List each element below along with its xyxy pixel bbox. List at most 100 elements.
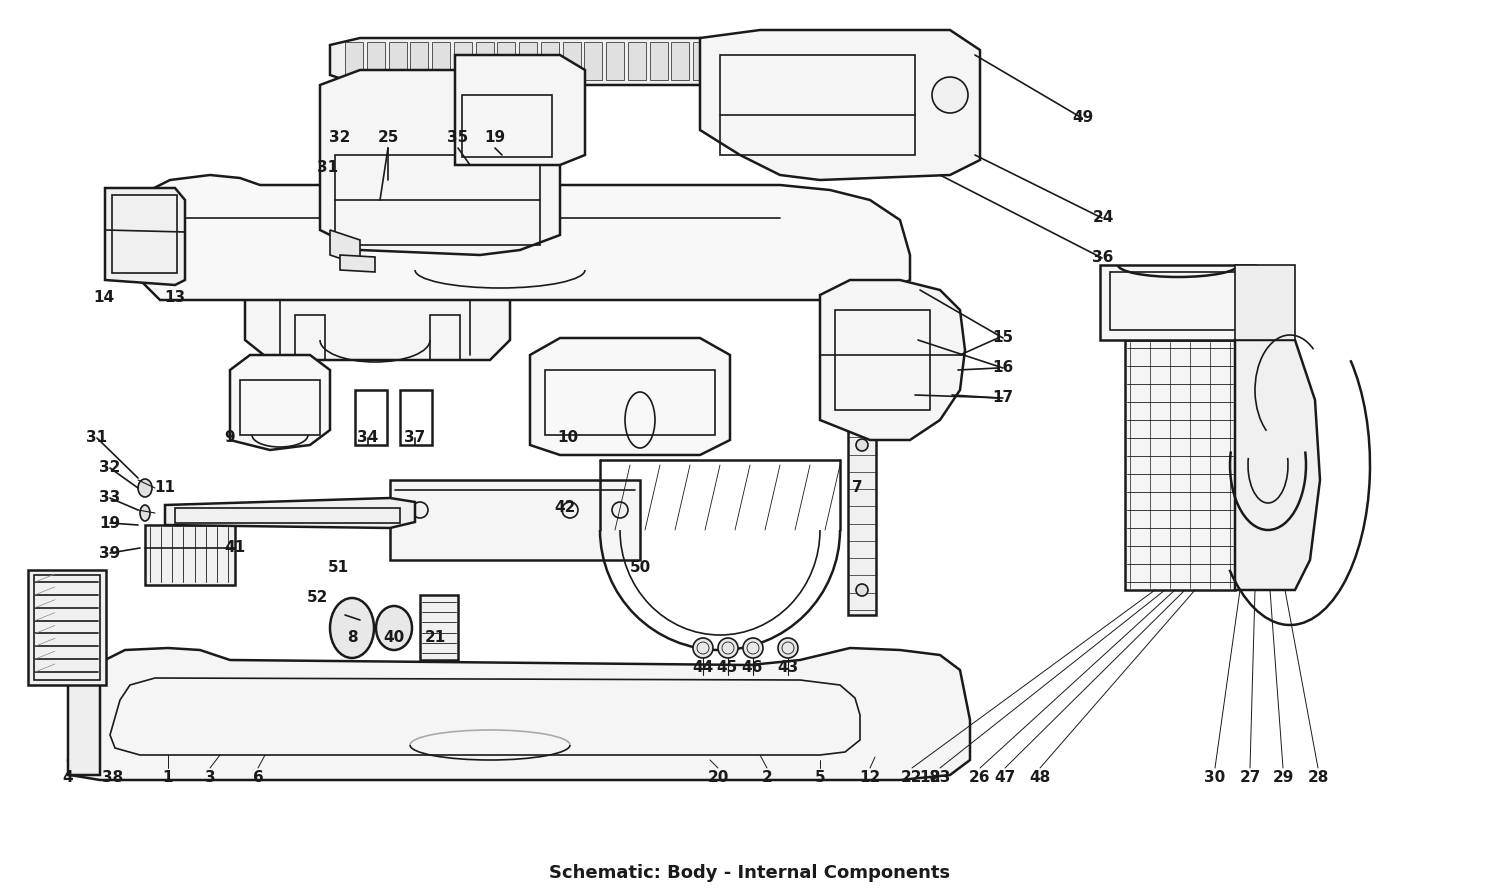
Bar — [345, 42, 363, 80]
Bar — [562, 42, 580, 80]
Bar — [430, 315, 460, 360]
Bar — [296, 315, 326, 360]
Polygon shape — [130, 175, 910, 300]
Text: 44: 44 — [693, 660, 714, 675]
Ellipse shape — [376, 606, 412, 650]
Bar — [847, 415, 876, 615]
Text: 2: 2 — [762, 771, 772, 786]
Bar — [544, 370, 716, 435]
Text: Schematic: Body - Internal Components: Schematic: Body - Internal Components — [549, 864, 951, 882]
Text: 21: 21 — [424, 631, 445, 645]
Bar — [476, 42, 494, 80]
Text: 27: 27 — [1239, 771, 1260, 786]
Text: 22: 22 — [902, 771, 922, 786]
Text: 37: 37 — [405, 430, 426, 446]
Text: 51: 51 — [327, 560, 348, 576]
Text: 40: 40 — [384, 631, 405, 645]
Text: 13: 13 — [165, 290, 186, 306]
Text: 32: 32 — [99, 461, 120, 476]
Bar — [462, 95, 552, 157]
Bar — [411, 42, 429, 80]
Ellipse shape — [330, 598, 374, 658]
Text: 18: 18 — [920, 771, 940, 786]
Polygon shape — [330, 230, 360, 265]
Text: 11: 11 — [154, 480, 176, 495]
Polygon shape — [230, 355, 330, 450]
Bar — [146, 525, 236, 585]
Text: 19: 19 — [484, 130, 506, 145]
Bar — [672, 42, 690, 80]
Text: 31: 31 — [318, 160, 339, 176]
Text: 45: 45 — [717, 660, 738, 675]
Text: 17: 17 — [993, 390, 1014, 405]
Text: 25: 25 — [378, 130, 399, 145]
Text: 1: 1 — [162, 771, 172, 786]
Polygon shape — [1234, 340, 1320, 590]
Polygon shape — [700, 30, 980, 180]
Text: 43: 43 — [777, 660, 798, 675]
Text: 32: 32 — [330, 130, 351, 145]
Polygon shape — [330, 38, 730, 85]
Text: 12: 12 — [859, 771, 880, 786]
Polygon shape — [165, 498, 416, 528]
Bar — [628, 42, 646, 80]
Polygon shape — [821, 280, 965, 440]
Ellipse shape — [718, 638, 738, 658]
Bar — [388, 42, 406, 80]
Polygon shape — [320, 70, 560, 255]
Text: 28: 28 — [1308, 771, 1329, 786]
Text: 50: 50 — [630, 560, 651, 576]
Ellipse shape — [742, 638, 764, 658]
Bar — [176, 508, 400, 523]
Bar — [1234, 265, 1294, 340]
Text: 8: 8 — [346, 631, 357, 645]
Text: 16: 16 — [993, 361, 1014, 375]
Text: 29: 29 — [1272, 771, 1293, 786]
Ellipse shape — [693, 638, 712, 658]
Text: 15: 15 — [993, 331, 1014, 346]
Text: 52: 52 — [308, 591, 328, 606]
Text: 26: 26 — [969, 771, 990, 786]
Bar — [606, 42, 624, 80]
Text: 48: 48 — [1029, 771, 1050, 786]
Ellipse shape — [778, 638, 798, 658]
Text: 33: 33 — [99, 491, 120, 505]
Polygon shape — [340, 255, 375, 272]
Text: 3: 3 — [204, 771, 216, 786]
Text: 20: 20 — [708, 771, 729, 786]
Text: 49: 49 — [1072, 110, 1094, 126]
Ellipse shape — [562, 502, 578, 518]
Ellipse shape — [413, 502, 428, 518]
Bar — [240, 380, 320, 435]
Bar — [420, 595, 458, 660]
Text: 5: 5 — [815, 771, 825, 786]
Bar — [356, 390, 387, 445]
Bar — [716, 42, 734, 80]
Polygon shape — [68, 660, 100, 775]
Text: 9: 9 — [225, 430, 236, 446]
Polygon shape — [105, 188, 184, 285]
Text: 47: 47 — [994, 771, 1016, 786]
Bar — [368, 42, 386, 80]
Bar — [112, 195, 177, 273]
Ellipse shape — [138, 479, 152, 497]
Text: 24: 24 — [1092, 210, 1113, 225]
Text: 36: 36 — [1092, 250, 1113, 266]
Text: 6: 6 — [252, 771, 264, 786]
Bar — [28, 570, 106, 685]
Bar — [334, 155, 540, 245]
Polygon shape — [244, 250, 510, 360]
Bar — [836, 310, 930, 410]
Text: 46: 46 — [741, 660, 762, 675]
Text: 19: 19 — [99, 516, 120, 530]
Text: 23: 23 — [930, 771, 951, 786]
Bar — [693, 42, 711, 80]
Bar — [34, 575, 100, 680]
Bar — [650, 42, 668, 80]
Bar — [585, 42, 603, 80]
Bar — [400, 390, 432, 445]
Bar — [432, 42, 450, 80]
Ellipse shape — [140, 505, 150, 521]
Bar — [720, 55, 915, 155]
Bar — [498, 42, 516, 80]
